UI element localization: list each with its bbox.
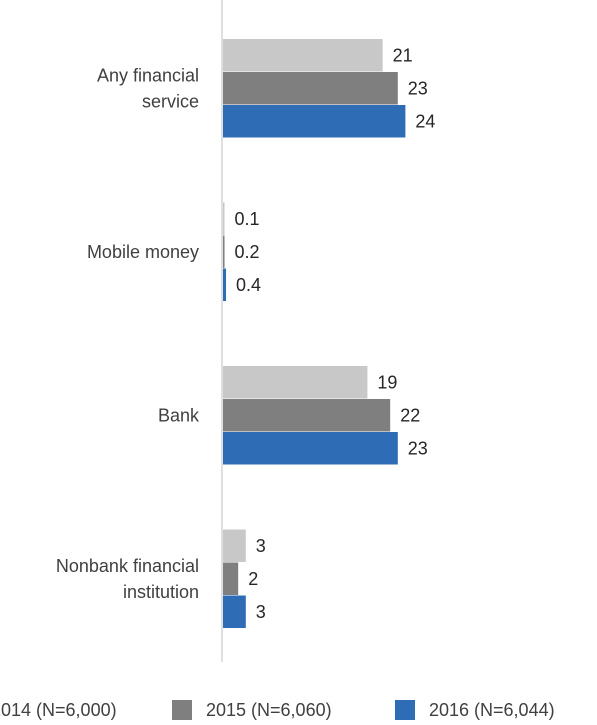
data-label: 19 — [377, 373, 397, 393]
data-label: 3 — [256, 536, 266, 556]
legend: 2014 (N=6,000) 2015 (N=6,060) 2016 (N=6,04… — [0, 700, 555, 720]
category-label: Any financial service — [97, 66, 199, 112]
bar-3-4 — [223, 595, 246, 628]
bar-3-2 — [223, 268, 227, 301]
legend-swatch-2 — [172, 700, 192, 720]
data-label: 22 — [400, 406, 420, 426]
data-label: 23 — [408, 79, 428, 99]
bar-1-1 — [223, 39, 383, 72]
data-label: 23 — [408, 439, 428, 459]
data-label: 21 — [393, 46, 413, 66]
data-label: 3 — [256, 602, 266, 622]
data-label: 0.2 — [235, 242, 260, 262]
bar-3-1 — [223, 105, 406, 138]
legend-label: 2016 (N=6,044) — [429, 700, 555, 720]
data-label: 0.1 — [235, 209, 260, 229]
bar-2-3 — [223, 399, 391, 432]
data-label: 2 — [248, 569, 258, 589]
category-label: Bank — [158, 406, 200, 426]
bar-1-4 — [223, 529, 246, 562]
bar-2-2 — [223, 235, 225, 268]
legend-label: 2014 (N=6,000) — [0, 700, 117, 720]
data-label: 0.4 — [236, 275, 261, 295]
legend-swatch-3 — [395, 700, 415, 720]
category-label: Mobile money — [87, 242, 199, 262]
category-label: Nonbank financial institution — [56, 556, 199, 602]
bar-1-3 — [223, 366, 368, 399]
legend-label: 2015 (N=6,060) — [206, 700, 332, 720]
bar-2-1 — [223, 72, 398, 105]
bar-3-3 — [223, 432, 398, 465]
data-label: 24 — [415, 112, 435, 132]
bar-2-4 — [223, 562, 239, 595]
bar-1-2 — [223, 202, 225, 235]
